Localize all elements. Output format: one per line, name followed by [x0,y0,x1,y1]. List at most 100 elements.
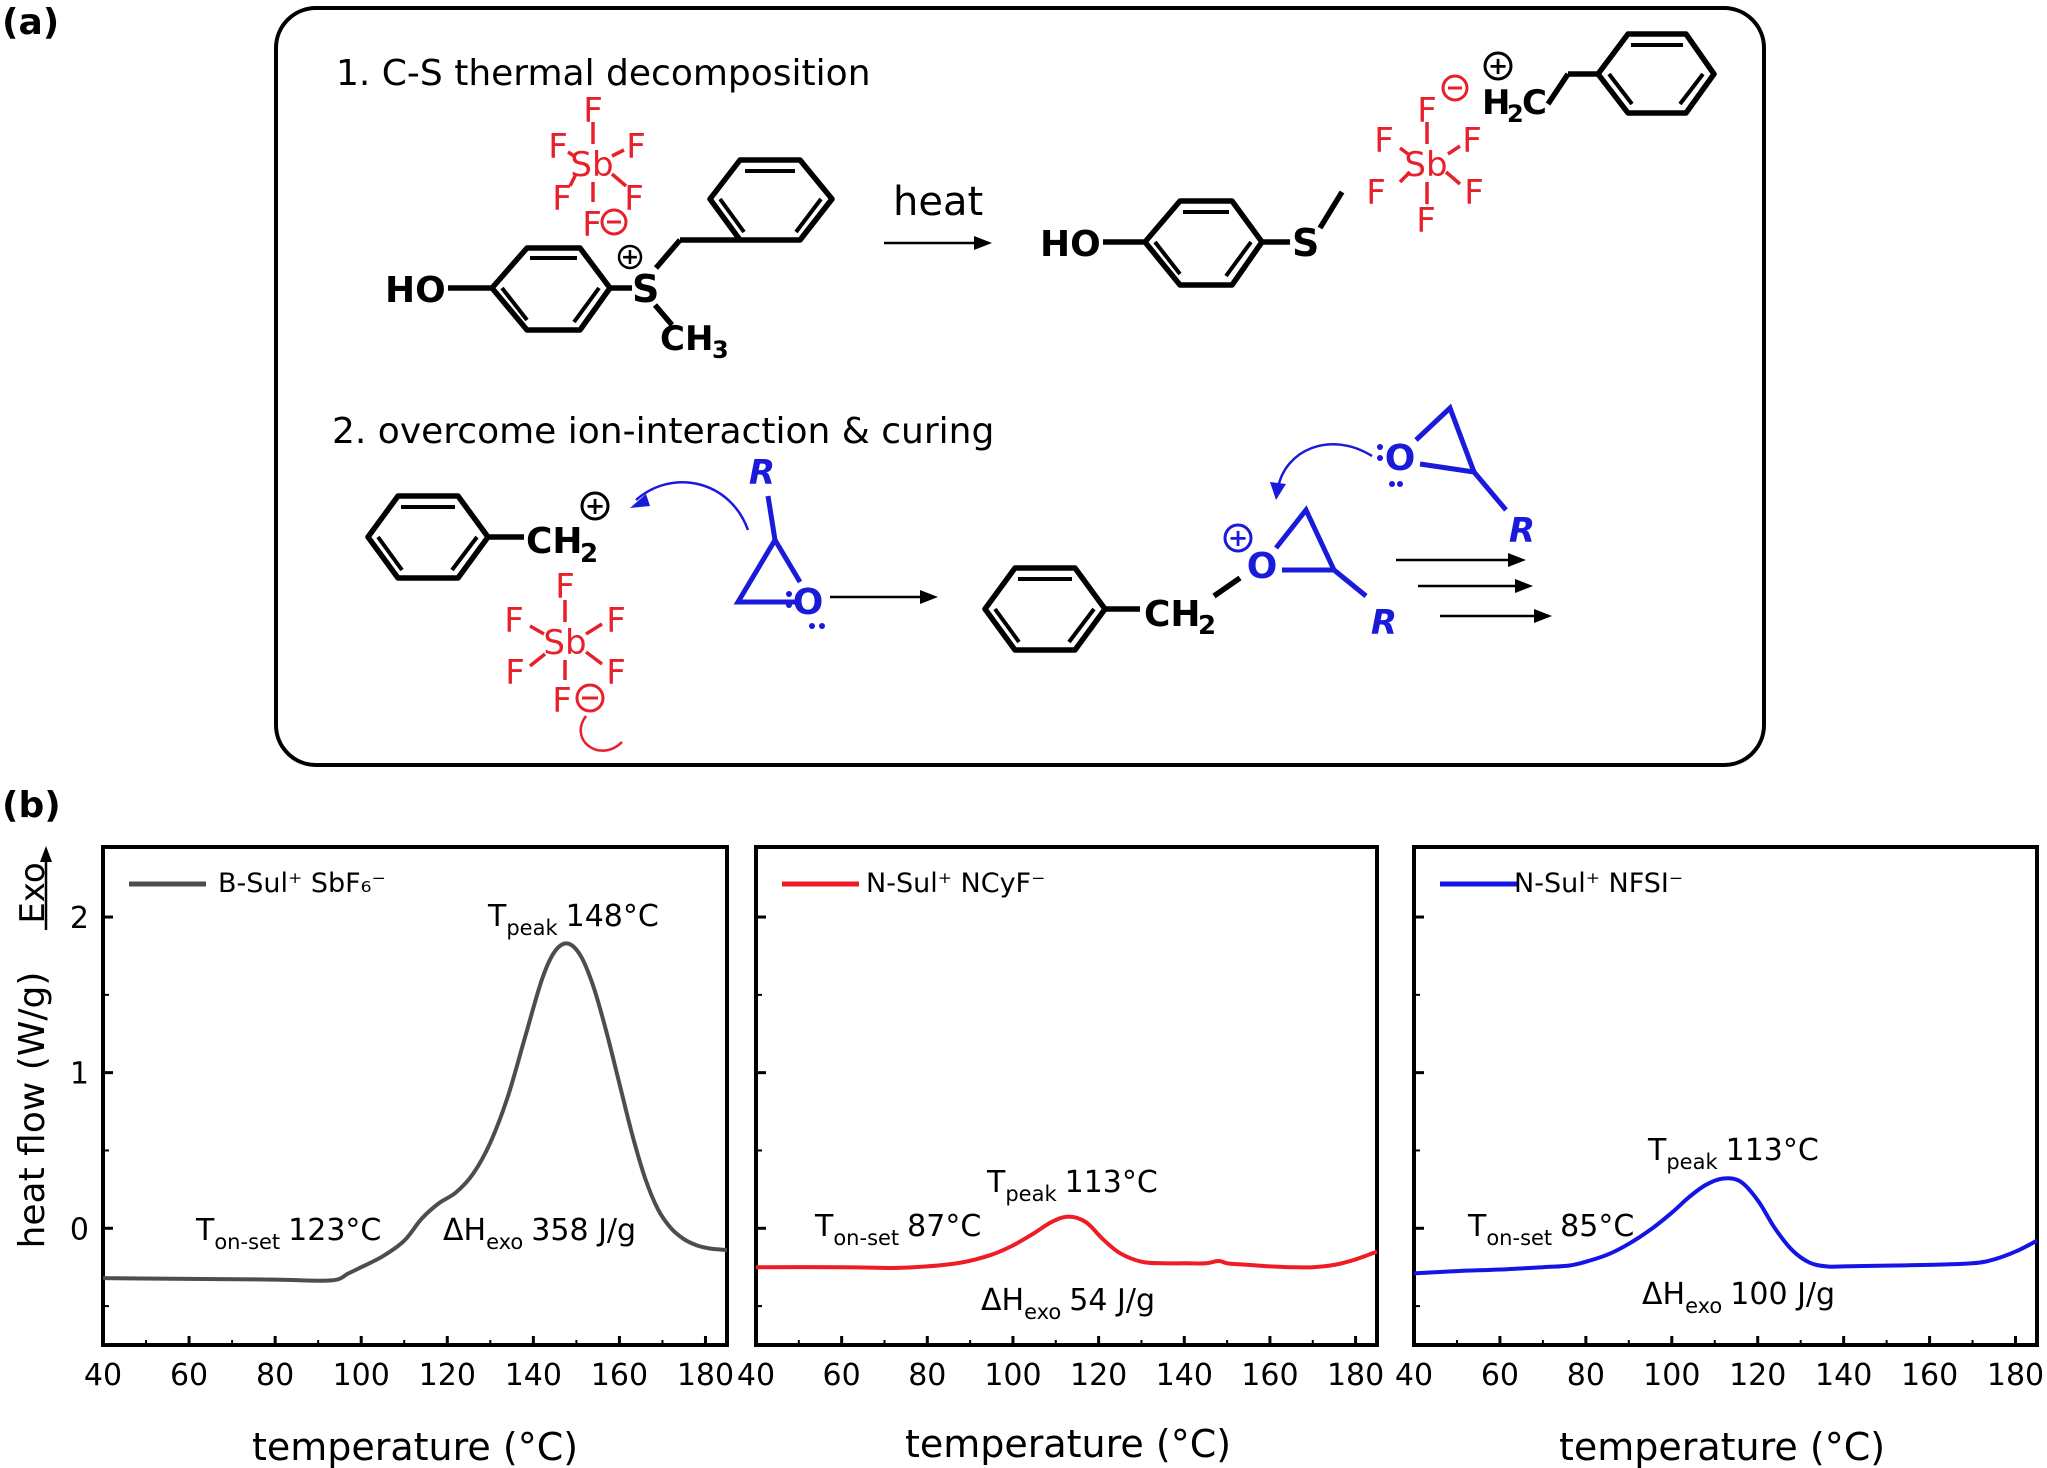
plus-sign-benzyl-2: + [585,492,605,520]
tonset-sub: on-set [214,1230,280,1254]
plus-sign-oxonium: + [1228,524,1248,552]
benzyl-cation-2 [365,493,524,581]
sbf6-anion-1: Sb F F F F F F [548,91,646,245]
x-tick-label: 100 [984,1358,1041,1393]
f-atom: F [624,179,644,219]
dh-sub: exo [1024,1300,1061,1324]
chart-body: 40 60 80 100 120 140 160 180 [1395,845,2044,1393]
benzyl-cation-1 [1545,31,1717,116]
minus-charge-3 [575,683,605,713]
f-atom: F [1462,121,1482,161]
dsc-chart-b-sul: 40 60 80 100 120 140 160 180 0 1 2 temperature (°C… [70,845,734,1468]
x-tick-label: 160 [591,1358,648,1393]
thiophenol-product [1103,190,1345,288]
f-atom: F [555,567,575,607]
heat-label: heat [893,179,983,225]
atom-ch2-2-sub: 2 [1198,611,1216,641]
r-group: R [749,453,775,493]
r-group: R [1371,603,1397,643]
tonset-label: Ton-set 87°C [814,1209,981,1250]
panel-a-label: (a) [2,2,59,43]
tonset-main: T [1467,1209,1487,1244]
atom-ch2-1-sub: 2 [580,539,598,569]
tonset-value: 123°C [288,1213,381,1248]
dh-label: ΔHexo 100 J/g [1642,1277,1835,1318]
atom-s-1: S [632,267,659,311]
anion-curl [579,715,623,752]
atom-h2c-c: C [1522,83,1547,123]
benzyl-ring-2 [1595,31,1717,116]
scheme-frame [274,6,1766,767]
x-tick-label: 100 [333,1358,390,1393]
atom-ch3: CH [660,319,713,359]
y-axis-label: heat flow (W/g) [12,972,53,1249]
dh-value: 100 J/g [1730,1277,1835,1312]
sb-atom-1: Sb [570,145,613,185]
atom-h2c-h: H [1482,83,1510,123]
dsc-chart-n-sul-ncyf: 40 60 80 100 120 140 160 180 temperature (°C) N… [737,845,1384,1466]
x-tick-label: 80 [908,1358,946,1393]
plus-sign-s: + [621,245,639,270]
x-tick-label: 100 [1643,1358,1700,1393]
f-atom: F [548,127,568,167]
f-atom: F [504,601,524,641]
chart-body: 40 60 80 100 120 140 160 180 0 1 2 [70,845,734,1393]
plus-charge-benzyl-2 [580,491,610,521]
tonset-label: Ton-set 123°C [195,1213,381,1254]
f-atom: F [1464,173,1484,213]
dsc-chart-n-sul-nfsi: 40 60 80 100 120 140 160 180 temperature (°C) N… [1395,845,2044,1468]
bond-s-ch3 [652,303,675,327]
tpeak-value: 113°C [1065,1165,1158,1200]
tonset-value: 87°C [907,1209,981,1244]
f-atom: F [1374,121,1394,161]
x-tick-label: 40 [737,1358,775,1393]
legend-label: N-Sul⁺ NFSI⁻ [1514,868,1683,899]
bond-s-me [1317,190,1345,230]
sb-atom-3: Sb [543,623,586,663]
tpeak-label: Tpeak 113°C [986,1165,1158,1206]
f-atom: F [505,653,525,693]
tonset-main: T [195,1213,215,1248]
tonset-sub: on-set [833,1226,899,1250]
dh-sub: exo [486,1230,523,1254]
f-atom: F [1366,173,1386,213]
tpeak-label: Tpeak 113°C [1647,1133,1819,1174]
tpeak-sub: peak [1666,1150,1718,1174]
x-tick-label: 140 [1815,1358,1872,1393]
heat-arrowhead [974,236,992,250]
dh-value: 358 J/g [531,1213,636,1248]
oxonium-product [982,565,1140,653]
x-tick-label: 140 [505,1358,562,1393]
x-axis-label: temperature (°C) [252,1425,578,1468]
x-tick-label: 60 [170,1358,208,1393]
x-axis-label: temperature (°C) [905,1422,1231,1466]
x-tick-label: 180 [1987,1358,2044,1393]
ring-double-2 [572,286,601,324]
atom-ch2-2: CH [1144,594,1201,635]
x-tick-label: 80 [1567,1358,1605,1393]
dh-main: ΔH [443,1213,486,1248]
chart-body: 40 60 80 100 120 140 160 180 [737,845,1384,1393]
step2-title: 2. overcome ion-interaction & curing [332,411,994,452]
sbf6-anion-2: Sb F F F F F F [1366,74,1484,241]
f-atom: F [552,179,572,219]
oxonium-epoxide: O + R [1223,505,1397,643]
epoxide-1: R O [630,453,825,629]
dh-main: ΔH [981,1283,1024,1318]
x-tick-label: 80 [256,1358,294,1393]
f-atom: F [626,127,646,167]
benzyl-double-2 [794,197,823,234]
tpeak-value: 148°C [566,899,659,934]
x-axis-label: temperature (°C) [1559,1425,1885,1468]
dh-sub: exo [1685,1294,1722,1318]
x-tick-label: 160 [1241,1358,1298,1393]
ring-double-3 [500,286,529,322]
r-group: R [1509,511,1535,551]
f-atom: F [606,653,626,693]
x-tick-label: 40 [84,1358,122,1393]
nucleophilic-attack-arrow-1 [635,481,750,531]
f-atom: F [1416,201,1436,241]
tpeak-sub: peak [1005,1182,1057,1206]
legend-label: B-Sul⁺ SbF₆⁻ [218,868,386,899]
